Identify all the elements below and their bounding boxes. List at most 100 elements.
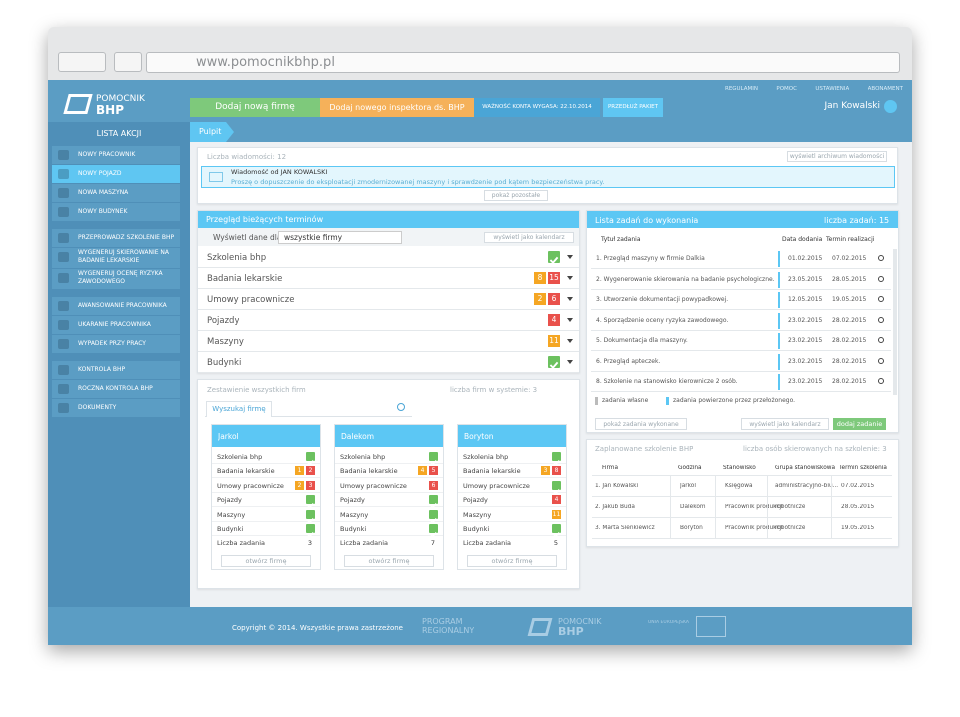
task-row[interactable]: 6. Przegląd apteczek. 23.02.2015 28.02.201… [591, 352, 891, 372]
new-tab-button[interactable] [114, 52, 142, 72]
task-search-icon[interactable] [878, 337, 884, 343]
search-icon[interactable] [397, 403, 405, 411]
table-header: Tytuł zadania [601, 236, 641, 243]
sidebar-item[interactable]: DOKUMENTY [52, 399, 180, 417]
sidebar-item[interactable]: ROCZNA KONTROLA BHP [52, 380, 180, 398]
sidebar-item[interactable]: WYGENERUJ SKIEROWANIE NA BADANIE LEKARSK… [52, 248, 180, 268]
show-done-button[interactable]: pokaż zadania wykonane [595, 418, 687, 430]
archive-button[interactable]: wyświetl archiwum wiadomości [787, 151, 887, 162]
address-bar[interactable] [146, 52, 900, 73]
sidebar-item[interactable]: AWANSOWANIE PRACOWNIKA [52, 297, 180, 315]
user-name[interactable]: Jan Kowalski [824, 101, 880, 111]
task-search-icon[interactable] [878, 316, 884, 323]
deadline-row[interactable]: Pojazdy 4 [198, 310, 579, 331]
messages-count: Liczba wiadomości: 12 [207, 153, 287, 161]
table-header: Termin szkolenia [839, 465, 887, 471]
task-search-icon[interactable] [878, 378, 884, 384]
task-search-icon[interactable] [878, 296, 884, 302]
overdue-badge: 15 [548, 272, 560, 284]
task-row[interactable]: 8. Szkolenie na stanowisko kierownicze 2… [591, 372, 891, 392]
companies-panel: Zestawienie wszystkich firm liczba firm … [197, 379, 580, 589]
top-link[interactable]: REGULAMIN [725, 86, 759, 92]
sidebar-item[interactable]: KONTROLA BHP [52, 361, 180, 379]
card-row: Liczba zadania 5 [458, 536, 566, 550]
breadcrumb[interactable]: Pulpit [190, 122, 226, 142]
task-row[interactable]: 3. Utworzenie dokumentacji powypadkowej.… [591, 290, 891, 310]
training-row[interactable]: 2. Jakub Buda Dalekom Pracownik produkcji r… [592, 497, 892, 518]
scrollbar [893, 249, 897, 395]
training-row[interactable]: 1. Jan Kowalski Jarkol Księgowa administrac… [592, 476, 892, 497]
add-task-button[interactable]: dodaj zadanie [833, 418, 886, 430]
search-box[interactable] [205, 401, 412, 417]
ok-icon [429, 509, 438, 524]
add-company-button[interactable]: Dodaj nową firmę [190, 98, 320, 117]
task-row[interactable]: 5. Dokumentacja dla maszyny. 23.02.2015 28… [591, 331, 891, 351]
search-tab[interactable]: Wyszukaj firmę [206, 401, 272, 417]
warning-badge: 11 [548, 335, 560, 347]
deadline-row[interactable]: Umowy pracownicze 6 2 [198, 289, 579, 310]
sidebar-item[interactable]: NOWY BUDYNEK [52, 203, 180, 221]
top-link[interactable]: POMOC [776, 86, 797, 92]
top-link[interactable]: USTAWIENIA [815, 86, 850, 92]
sidebar-item[interactable]: NOWA MASZYNA [52, 184, 180, 202]
cell-divider [767, 497, 768, 518]
calendar-button[interactable]: wyświetl jako kalendarz [484, 232, 574, 243]
training-row[interactable]: 3. Marta Sienkiewicz Boryton Pracownik pro… [592, 518, 892, 539]
sidebar-item[interactable]: NOWY PRACOWNIK [52, 146, 180, 164]
sidebar-label: WYPADEK PRZY PRACY [78, 340, 146, 347]
deadline-row[interactable]: Maszyny 11 [198, 331, 579, 352]
open-company-button[interactable]: otwórz firmę [467, 555, 557, 567]
deadline-row[interactable]: Budynki [198, 352, 579, 373]
dropdown-arrow [567, 297, 573, 301]
task-row[interactable]: 2. Wygenerowanie skierowania na badanie … [591, 270, 891, 290]
filter-select[interactable]: wszystkie firmy [278, 231, 402, 244]
add-inspector-button[interactable]: Dodaj nowego inspektora ds. BHP [320, 98, 474, 117]
sidebar-item[interactable]: UKARANIE PRACOWNIKA [52, 316, 180, 334]
training-cell: robotnicze [775, 525, 806, 531]
card-header [335, 425, 443, 447]
card-row-label: Maszyny [340, 510, 369, 519]
overdue-badge: 6 [429, 480, 438, 490]
task-search-icon[interactable] [878, 357, 884, 364]
card-row-label: Umowy pracownicze [463, 481, 530, 490]
logout-icon[interactable] [884, 100, 897, 113]
top-link[interactable]: ABONAMENT [867, 86, 903, 92]
deadline-row[interactable]: Szkolenia bhp [198, 247, 579, 268]
tasks-calendar-button[interactable]: wyświetl jako kalendarz [741, 418, 829, 430]
message[interactable]: Wiadomość od JAN KOWALSKI Proszę o dopus… [201, 166, 895, 188]
cell-divider [670, 497, 671, 518]
open-company-button[interactable]: otwórz firmę [221, 555, 311, 567]
task-row[interactable]: 4. Sporządzenie oceny ryzyka zawodowego.… [591, 311, 891, 331]
training-cell: Boryton [680, 525, 703, 531]
extend-button[interactable]: PRZEDŁUŻ PAKIET [603, 98, 663, 117]
nav-buttons[interactable] [58, 52, 106, 72]
table-header: Stanowisko [723, 465, 756, 471]
task-search-icon[interactable] [878, 275, 884, 282]
sidebar-item[interactable]: WYGENERUJ OCENĘ RYZYKA ZAWODOWEGO [52, 269, 180, 289]
card-row-label: Umowy pracownicze [217, 481, 284, 490]
legend-own: zadania własne [602, 397, 649, 404]
sidebar-item[interactable]: WYPADEK PRZY PRACY [52, 335, 180, 353]
ok-icon [306, 509, 315, 524]
table-header: Grupa stanowiskowa [775, 465, 836, 471]
eu-label: UNIA EUROPEJSKA [648, 620, 689, 625]
open-company-button[interactable]: otwórz firmę [344, 555, 434, 567]
overdue-badge: 4 [552, 495, 561, 505]
check-mark [430, 517, 437, 524]
sidebar-item[interactable]: NOWY POJAZD [52, 165, 180, 183]
company-card: Dalekom Szkolenia bhp Badania lekarskie 5 4 U… [334, 424, 444, 570]
company-name: Jarkol [218, 432, 239, 441]
task-search-icon[interactable] [878, 255, 884, 261]
cell-divider [715, 497, 716, 518]
card-row: Budynki [335, 522, 443, 538]
deadline-row[interactable]: Badania lekarskie 15 8 [198, 268, 579, 289]
show-more-button[interactable]: pokaż pozostałe [484, 190, 548, 201]
legend-own-swatch [595, 397, 598, 405]
ok-icon [552, 480, 561, 495]
deadlines-panel: Przegląd bieżących terminów Wyświetl dan… [197, 210, 580, 373]
sidebar-item[interactable]: PRZEPROWADŹ SZKOLENIE BHP [52, 229, 180, 247]
card-row: Badania lekarskie 5 4 [335, 464, 443, 479]
warning-badge: 2 [534, 293, 546, 305]
task-row[interactable]: 1. Przegląd maszyny w firmie Dalkia 01.02… [591, 249, 891, 269]
task-due: 19.05.2015 [832, 296, 867, 303]
